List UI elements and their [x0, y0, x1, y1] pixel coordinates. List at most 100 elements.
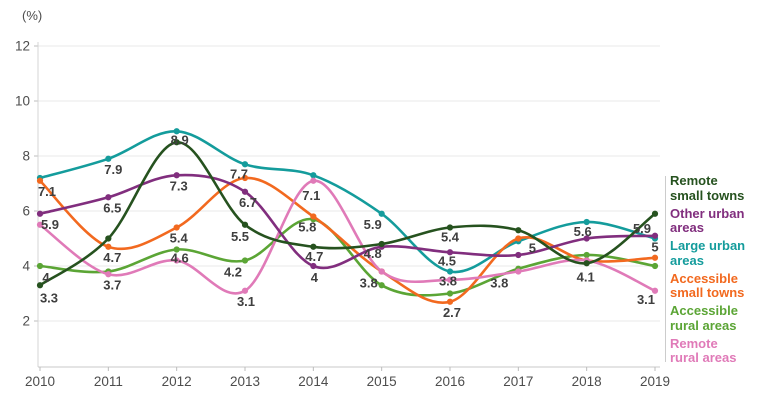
data-point-large_urban-2013 [241, 161, 249, 168]
value-label-accessible_small_towns-2017: 5 [529, 241, 536, 256]
x-tick-label-2012: 2012 [162, 374, 192, 389]
value-label-other_urban-2014: 4 [311, 270, 319, 285]
value-label-other_urban-2011: 6.5 [103, 200, 121, 215]
data-point-other_urban-2013 [241, 188, 249, 195]
data-point-accessible_small_towns-2012 [173, 224, 180, 231]
value-label-remote_small_towns-2014: 4.7 [305, 249, 323, 264]
legend-label-line: Other urban [670, 205, 745, 221]
data-point-other_urban-2012 [173, 172, 180, 179]
x-tick-label-2011: 2011 [94, 374, 123, 389]
data-point-other_urban-2010 [36, 210, 44, 217]
value-label-remote_rural-2011: 3.7 [103, 277, 121, 292]
series-line-accessible_rural [38, 217, 657, 297]
data-point-accessible_small_towns-2017 [515, 235, 522, 242]
value-label-remote_rural-2019: 3.1 [637, 292, 655, 307]
value-label-large_urban-2016: 3.8 [439, 274, 457, 289]
value-label-accessible_small_towns-2010: 7.1 [38, 184, 56, 199]
legend-item-accessible_rural: Accessible rural areas [670, 303, 768, 333]
value-label-large_urban-2013: 7.7 [230, 166, 248, 181]
data-point-accessible_rural-2012 [173, 246, 180, 253]
value-label-remote_small_towns-2018: 4.1 [577, 269, 595, 284]
data-point-remote_small_towns-2011 [105, 235, 112, 242]
value-label-other_urban-2012: 7.3 [170, 178, 188, 193]
value-label-accessible_rural-2010: 4 [42, 270, 50, 285]
legend-label-line: Accessible [670, 270, 738, 286]
value-label-other_urban-2016: 4.5 [438, 253, 456, 268]
data-point-accessible_small_towns-2011 [105, 243, 112, 250]
legend-label-line: rural areas [670, 350, 737, 365]
data-point-remote_small_towns-2019 [651, 210, 659, 217]
value-label-remote_small_towns-2016: 5.4 [441, 230, 460, 245]
data-point-remote_rural-2016 [446, 276, 454, 283]
value-label-remote_rural-2014: 7.1 [302, 188, 320, 203]
series-line-remote_rural [38, 179, 657, 295]
legend-label-line: rural areas [670, 317, 737, 333]
data-point-accessible_rural-2018 [583, 251, 590, 259]
data-point-accessible_small_towns-2016 [446, 298, 454, 305]
legend-label-line: Accessible [670, 303, 738, 318]
data-point-remote_small_towns-2013 [241, 221, 249, 228]
x-tick-label-2010: 2010 [25, 374, 55, 389]
legend-label-line: small towns [670, 285, 745, 300]
x-tick-label-2019: 2019 [640, 374, 670, 389]
data-point-remote_small_towns-2010 [36, 282, 44, 289]
data-point-accessible_rural-2013 [241, 257, 249, 264]
legend-item-other_urban: Other urban areas [670, 205, 768, 236]
value-label-accessible_small_towns-2012: 5.4 [170, 231, 189, 246]
legend-label-line: areas [670, 220, 704, 235]
data-point-remote_small_towns-2018 [583, 260, 590, 267]
data-point-accessible_small_towns-2019 [651, 254, 659, 261]
value-label-large_urban-2018: 5.6 [574, 224, 592, 239]
y-tick-label-10: 10 [15, 94, 30, 109]
x-tick-label-2016: 2016 [435, 374, 465, 389]
data-point-accessible_small_towns-2010 [36, 177, 44, 184]
y-tick-label-4: 4 [22, 259, 30, 274]
data-point-remote_rural-2015 [378, 268, 385, 275]
data-point-accessible_rural-2010 [36, 262, 44, 270]
legend-item-large_urban: Large urban areas [670, 238, 768, 268]
y-tick-label-8: 8 [22, 149, 30, 164]
data-point-remote_rural-2013 [241, 287, 249, 294]
legend-label-line: small towns [670, 187, 745, 203]
data-point-remote_rural-2011 [105, 271, 112, 278]
y-axis-unit-label: (%) [22, 8, 43, 23]
value-label-large_urban-2012: 8.9 [171, 132, 189, 147]
data-point-large_urban-2014 [310, 172, 317, 179]
value-label-remote_rural-2015: 3.8 [360, 276, 378, 291]
data-point-accessible_rural-2019 [651, 262, 659, 270]
y-tick-label-6: 6 [22, 204, 30, 219]
value-label-large_urban-2011: 7.9 [104, 162, 122, 177]
data-point-accessible_small_towns-2013 [241, 174, 249, 182]
legend-label-line: Remote [670, 173, 718, 188]
data-point-other_urban-2019 [651, 232, 659, 239]
x-tick-label-2013: 2013 [230, 374, 260, 389]
value-label-accessible_rural-2012: 4.6 [171, 251, 189, 266]
data-point-remote_small_towns-2015 [378, 240, 385, 248]
data-point-other_urban-2014 [310, 262, 317, 270]
data-point-remote_small_towns-2014 [310, 243, 317, 250]
data-point-remote_small_towns-2017 [515, 227, 522, 234]
x-tick-label-2018: 2018 [572, 374, 602, 389]
value-label-remote_rural-2013: 3.1 [237, 294, 255, 309]
data-point-remote_rural-2019 [651, 287, 659, 294]
data-point-remote_rural-2012 [173, 257, 180, 264]
data-point-accessible_rural-2016 [446, 290, 454, 297]
data-point-remote_rural-2010 [36, 221, 44, 228]
data-point-other_urban-2017 [515, 251, 522, 259]
value-label-remote_small_towns-2019: 5.9 [633, 221, 651, 236]
data-point-remote_rural-2017 [515, 268, 522, 275]
y-tick-label-12: 12 [15, 39, 30, 54]
x-tick-label-2014: 2014 [298, 374, 329, 389]
legend-item-remote_small_towns: Remote small towns [670, 173, 768, 203]
data-point-remote_small_towns-2016 [446, 224, 454, 231]
series-line-large_urban [38, 129, 657, 274]
legend-item-remote_rural: Remote rural areas [670, 336, 768, 366]
chart-legend: Remote small towns Other urban areas Large u… [670, 173, 768, 369]
data-point-remote_small_towns-2012 [173, 139, 180, 146]
value-label-accessible_small_towns-2016: 2.7 [443, 305, 461, 320]
data-point-other_urban-2011 [105, 194, 112, 201]
y-tick-label-2: 2 [22, 314, 30, 329]
data-point-large_urban-2018 [583, 218, 590, 226]
data-point-other_urban-2016 [446, 249, 454, 256]
